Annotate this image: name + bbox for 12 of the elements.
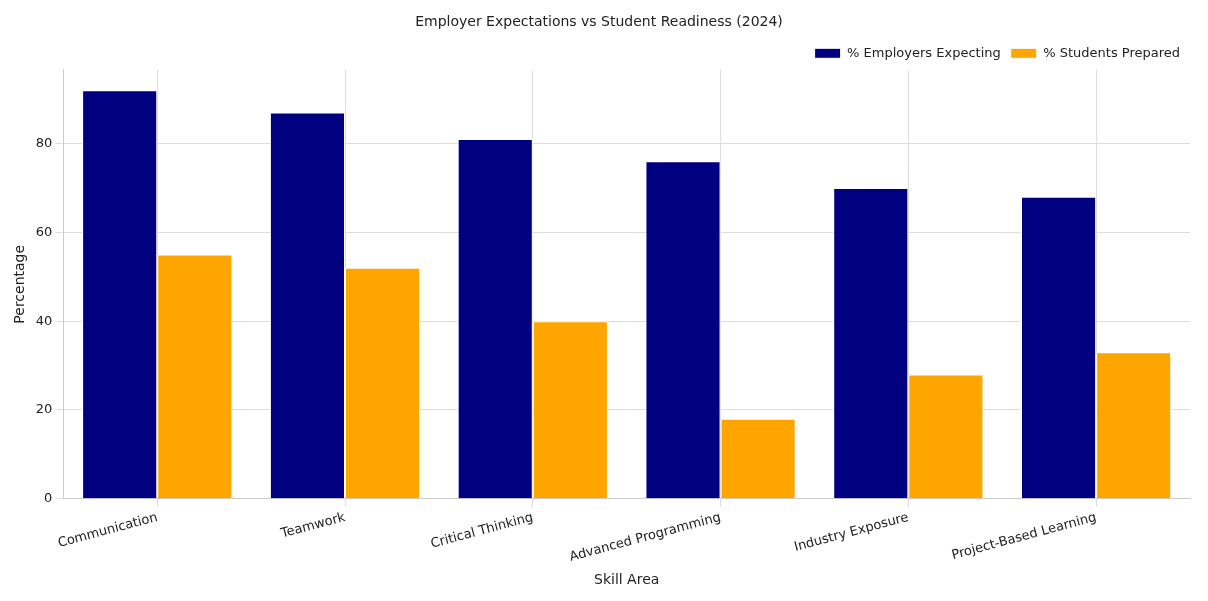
y-tick-label: 60 bbox=[35, 223, 53, 239]
x-tick-label: Industry Exposure bbox=[792, 508, 910, 554]
y-tick-label: 80 bbox=[35, 134, 53, 150]
x-axis-title: Skill Area bbox=[594, 571, 660, 588]
y-axis-title: Percentage bbox=[11, 244, 28, 324]
chart-title: Employer Expectations vs Student Readiness (2024) bbox=[415, 13, 783, 30]
legend-label: % Students Prepared bbox=[1043, 44, 1181, 60]
y-tick-label: 0 bbox=[44, 490, 53, 506]
y-tick-label: 20 bbox=[35, 401, 53, 417]
legend-label: % Employers Expecting bbox=[847, 44, 1001, 60]
y-tick-label: 40 bbox=[35, 312, 53, 328]
x-tick-label: Critical Thinking bbox=[428, 508, 535, 551]
